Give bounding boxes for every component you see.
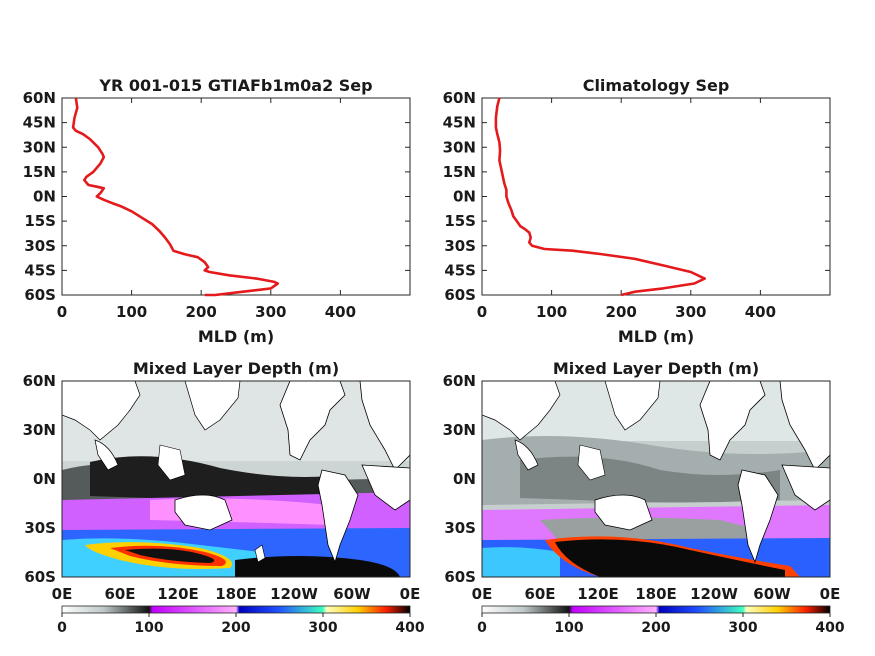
map-panel-model: Mixed Layer Depth (m) [23,359,425,636]
lat-tick-label: 30S [444,519,476,537]
plot-frame [61,97,411,296]
mld-profile-line [494,97,706,297]
panel-title: Mixed Layer Depth (m) [553,359,759,378]
x-tick-labels: 0 100 200 300 400 [57,98,356,321]
colorbar-tick-label: 400 [815,620,844,636]
x-tick-label: 300 [675,303,706,321]
y-tick-label: 30N [23,138,56,156]
y-tick-label: 15S [24,212,56,230]
y-tick-label: 60S [24,286,56,304]
lon-tick-label: 60W [333,585,371,603]
x-tick-label: 200 [606,303,637,321]
colorbar-tick-label: 300 [728,620,757,636]
mld-map [62,381,410,577]
y-tick-label: 60N [443,89,476,107]
mld-map [482,381,830,577]
lon-tick-label: 0E [472,585,493,603]
colorbar-tick-label: 100 [554,620,583,636]
lon-tick-labels: 0E 60E 120E 180E 120W 60W 0E [472,585,841,603]
map-frame [481,380,831,578]
x-tick-label: 400 [745,303,776,321]
lon-tick-label: 120E [157,585,199,603]
y-tick-label: 30S [24,237,56,255]
panel-title: Mixed Layer Depth (m) [133,359,339,378]
y-tick-label: 0N [453,188,476,206]
lon-tick-label: 120E [577,585,619,603]
y-tick-label: 45S [24,261,56,279]
lon-tick-label: 0E [400,585,421,603]
profile-panel-climatology: Climatology Sep 60N45N30N15N0N15S30S45S6… [443,76,831,346]
y-tick-label: 45S [444,261,476,279]
map-frame [61,380,411,578]
colorbar-tick-labels: 0 100 200 300 400 [57,613,425,636]
lat-tick-labels: 60N 30N 0N 30S 60S [23,372,56,586]
plot-frame [481,97,831,296]
lat-tick-label: 60N [443,372,476,390]
panel-title: Climatology Sep [583,76,730,95]
y-tick-label: 15N [443,163,476,181]
lat-tick-label: 0N [33,470,56,488]
colorbar-tick-label: 200 [641,620,670,636]
colorbar [61,605,411,614]
lon-tick-label: 120W [690,585,738,603]
lat-tick-label: 30N [443,421,476,439]
y-tick-labels: 60N 45N 30N 15N 0N 15S 30S 45S 60S [23,89,410,304]
y-tick-label: 60N [23,89,56,107]
colorbar-tick-label: 0 [57,620,67,636]
colorbar-tick-label: 200 [221,620,250,636]
lat-tick-labels: 60N 30N 0N 30S 60S [443,372,476,586]
panel-title: YR 001-015 GTIAFb1m0a2 Sep [98,76,372,95]
y-tick-label: 0N [33,188,56,206]
lat-tick-label: 30N [23,421,56,439]
colorbar-tick-labels: 0 100 200 300 400 [477,613,845,636]
y-tick-label: 45N [23,114,56,132]
mld-profile-line [71,97,280,297]
x-axis-label: MLD (m) [198,327,274,346]
lon-tick-label: 0E [820,585,841,603]
y-tick-label: 30N [443,138,476,156]
x-tick-label: 0 [477,303,487,321]
colorbar-tick-label: 300 [308,620,337,636]
colorbar [481,605,831,614]
lon-tick-label: 180E [215,585,257,603]
lat-tick-label: 60S [24,568,56,586]
y-tick-label: 15N [23,163,56,181]
colorbar-tick-label: 400 [395,620,424,636]
y-tick-label: 30S [444,237,476,255]
y-tick-label: 15S [444,212,476,230]
y-tick-label: 45N [443,114,476,132]
x-tick-label: 100 [116,303,147,321]
lat-tick-label: 60N [23,372,56,390]
x-tick-labels: 0 100 200 300 400 [477,98,776,321]
lon-tick-label: 180E [635,585,677,603]
x-tick-label: 0 [57,303,67,321]
lat-tick-label: 0N [453,470,476,488]
y-tick-label: 60S [444,286,476,304]
y-tick-labels: 60N 45N 30N 15N 0N 15S 30S 45S 60S [443,89,830,304]
colorbar-tick-label: 100 [134,620,163,636]
x-tick-label: 200 [186,303,217,321]
lon-tick-label: 60E [524,585,555,603]
lat-tick-label: 60S [444,568,476,586]
x-tick-label: 300 [255,303,286,321]
profile-panel-model: YR 001-015 GTIAFb1m0a2 Sep 60N45N30N15N0… [23,76,411,346]
x-tick-label: 400 [325,303,356,321]
lon-tick-label: 60E [104,585,135,603]
lon-tick-labels: 0E 60E 120E 180E 120W 60W 0E [52,585,421,603]
lon-tick-label: 60W [753,585,791,603]
colorbar-tick-label: 0 [477,620,487,636]
lon-tick-label: 120W [270,585,318,603]
x-tick-label: 100 [536,303,567,321]
x-axis-label: MLD (m) [618,327,694,346]
lat-tick-label: 30S [24,519,56,537]
lon-tick-label: 0E [52,585,73,603]
